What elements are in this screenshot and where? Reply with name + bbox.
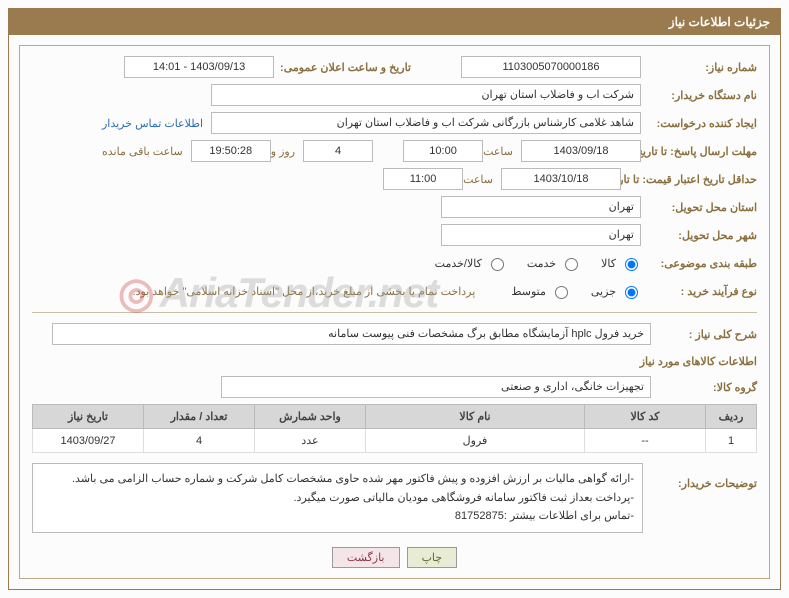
need-desc-label: شرح کلی نیاز : [657, 328, 757, 341]
radio-service[interactable]: خدمت [527, 255, 581, 271]
buyer-org-value: شرکت اب و فاضلاب استان تهران [211, 84, 641, 106]
resp-date: 1403/09/18 [521, 140, 641, 162]
items-table: ردیف کد کالا نام کالا واحد شمارش تعداد /… [32, 404, 757, 453]
cell-unit: عدد [255, 429, 366, 453]
radio-minor[interactable]: جزیی [591, 283, 641, 299]
cell-name: فرول [366, 429, 585, 453]
cell-code: -- [585, 429, 706, 453]
th-name: نام کالا [366, 405, 585, 429]
time-label-1: ساعت [483, 145, 513, 158]
resp-time: 10:00 [403, 140, 483, 162]
buyer-notes-box: -ارائه گواهی مالیات بر ارزش افزوده و پیش… [32, 463, 643, 533]
radio-goods[interactable]: کالا [601, 255, 641, 271]
province-label: استان محل تحویل: [647, 201, 757, 214]
announce-label: تاریخ و ساعت اعلان عمومی: [280, 61, 411, 74]
need-no-value: 1103005070000186 [461, 56, 641, 78]
buyer-org-label: نام دستگاه خریدار: [647, 89, 757, 102]
price-date: 1403/10/18 [501, 168, 621, 190]
print-button[interactable]: چاپ [407, 547, 458, 568]
requester-label: ایجاد کننده درخواست: [647, 117, 757, 130]
panel-title: جزئیات اطلاعات نیاز [9, 9, 780, 35]
city-label: شهر محل تحویل: [647, 229, 757, 242]
cell-qty: 4 [144, 429, 255, 453]
th-date: تاریخ نیاز [33, 405, 144, 429]
days-value: 4 [303, 140, 373, 162]
main-panel: جزئیات اطلاعات نیاز شماره نیاز: 11030050… [8, 8, 781, 590]
payment-note: پرداخت تمام یا بخشی از مبلغ خرید،از محل … [133, 285, 476, 298]
announce-value: 1403/09/13 - 14:01 [124, 56, 274, 78]
th-unit: واحد شمارش [255, 405, 366, 429]
remaining-label: ساعت باقی مانده [102, 145, 183, 158]
buyer-notes-line1: -ارائه گواهی مالیات بر ارزش افزوده و پیش… [41, 470, 634, 489]
separator [32, 312, 757, 313]
price-time: 11:00 [383, 168, 463, 190]
th-code: کد کالا [585, 405, 706, 429]
buyer-notes-label: توضیحات خریدار: [657, 463, 757, 490]
time-label-2: ساعت [463, 173, 493, 186]
radio-goods-service[interactable]: کالا/خدمت [435, 255, 507, 271]
table-row: 1 -- فرول عدد 4 1403/09/27 [33, 429, 757, 453]
need-desc-value: خرید فرول hplc آزمایشگاه مطابق برگ مشخصا… [52, 323, 651, 345]
category-label: طبقه بندی موضوعی: [647, 257, 757, 270]
back-button[interactable]: بازگشت [332, 547, 400, 568]
buyer-notes-line3: -تماس برای اطلاعات بیشتر :81752875 [41, 507, 634, 526]
need-no-label: شماره نیاز: [647, 61, 757, 74]
cell-date: 1403/09/27 [33, 429, 144, 453]
th-qty: تعداد / مقدار [144, 405, 255, 429]
th-row: ردیف [706, 405, 757, 429]
resp-deadline-label: مهلت ارسال پاسخ: تا تاریخ: [647, 145, 757, 158]
buyer-contact-link[interactable]: اطلاعات تماس خریدار [102, 117, 203, 130]
cell-idx: 1 [706, 429, 757, 453]
days-and-label: روز و [271, 145, 295, 158]
goods-group-label: گروه کالا: [657, 381, 757, 394]
countdown: 19:50:28 [191, 140, 271, 162]
items-section-label: اطلاعات کالاهای مورد نیاز [32, 355, 757, 368]
price-validity-label: حداقل تاریخ اعتبار قیمت: تا تاریخ: [627, 173, 757, 186]
city-value: تهران [441, 224, 641, 246]
radio-medium[interactable]: متوسط [511, 283, 571, 299]
form-container: شماره نیاز: 1103005070000186 تاریخ و ساع… [19, 45, 770, 579]
buyer-notes-line2: -پرداخت بعداز ثبت فاکتور سامانه فروشگاهی… [41, 489, 634, 508]
requester-value: شاهد غلامی کارشناس بازرگانی شرکت اب و فا… [211, 112, 641, 134]
province-value: تهران [441, 196, 641, 218]
goods-group-value: تجهیزات خانگی، اداری و صنعتی [221, 376, 651, 398]
process-label: نوع فرآیند خرید : [647, 285, 757, 298]
